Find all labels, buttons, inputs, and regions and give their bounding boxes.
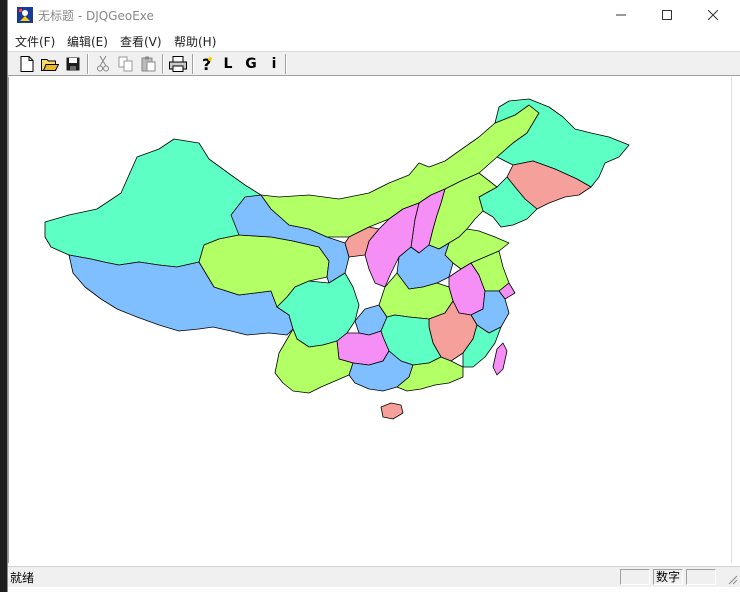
menu-help[interactable]: 帮助(H) xyxy=(174,35,217,49)
toolbar-separator xyxy=(285,54,287,74)
close-button[interactable] xyxy=(690,0,736,30)
printer-icon xyxy=(169,56,187,72)
province-liaoning xyxy=(478,176,538,228)
map-canvas[interactable] xyxy=(8,77,732,563)
toolbar-separator xyxy=(192,54,194,74)
province-guizhou xyxy=(336,330,390,366)
about-button[interactable]: ? xyxy=(197,54,217,74)
close-icon xyxy=(708,10,718,20)
title-bar: 无标题 - DJQGeoExe xyxy=(8,0,740,30)
menu-view[interactable]: 查看(V) xyxy=(120,35,162,49)
province-hainan xyxy=(380,402,404,420)
window-title: 无标题 - DJQGeoExe xyxy=(38,9,154,23)
new-file-icon xyxy=(20,56,34,72)
menu-edit[interactable]: 编辑(E) xyxy=(67,35,108,49)
new-button[interactable] xyxy=(17,54,37,74)
status-pane-caps xyxy=(620,569,650,585)
save-button[interactable] xyxy=(63,54,83,74)
toolbar-g-button[interactable]: G xyxy=(245,56,257,72)
province-taiwan xyxy=(492,342,508,376)
menu-file[interactable]: 文件(F) xyxy=(15,35,56,49)
paste-button[interactable] xyxy=(139,54,159,74)
copy-button[interactable] xyxy=(116,54,136,74)
resize-grip-icon[interactable] xyxy=(726,573,738,585)
toolbar-separator xyxy=(87,54,89,74)
background-editor-strip xyxy=(0,0,10,592)
save-disk-icon xyxy=(66,57,80,71)
province-heilongjiang xyxy=(494,98,630,188)
status-pane-num: 数字 xyxy=(653,569,683,585)
copy-icon xyxy=(118,56,133,72)
app-window: 无标题 - DJQGeoExe 文件(F) 编辑(E) 查看(V) 帮助(H) xyxy=(7,0,740,592)
province-fujian xyxy=(462,324,502,368)
svg-text:?: ? xyxy=(202,55,211,73)
paste-clipboard-icon xyxy=(141,56,156,72)
province-tibet xyxy=(68,254,294,336)
toolbar-separator xyxy=(162,54,164,74)
minimize-button[interactable] xyxy=(598,0,644,30)
status-bar: 就绪 数字 xyxy=(8,566,740,587)
province-guangdong xyxy=(396,356,464,392)
china-map[interactable] xyxy=(9,77,733,563)
cut-scissors-icon xyxy=(97,56,109,72)
toolbar-l-button[interactable]: L xyxy=(223,56,233,72)
print-button[interactable] xyxy=(168,54,188,74)
maximize-button[interactable] xyxy=(644,0,690,30)
minimize-icon xyxy=(616,14,626,16)
toolbar-i-button[interactable]: i xyxy=(271,56,277,72)
cut-button[interactable] xyxy=(93,54,113,74)
open-button[interactable] xyxy=(40,54,60,74)
province-ningxia xyxy=(344,226,380,258)
toolbar: ? L G i xyxy=(8,51,740,76)
menu-bar: 文件(F) 编辑(E) 查看(V) 帮助(H) xyxy=(8,30,740,50)
maximize-icon xyxy=(662,10,672,20)
app-icon xyxy=(17,7,33,23)
help-question-icon: ? xyxy=(202,55,212,73)
status-pane-scroll xyxy=(686,569,716,585)
open-folder-icon xyxy=(41,59,59,71)
status-text: 就绪 xyxy=(10,571,35,585)
